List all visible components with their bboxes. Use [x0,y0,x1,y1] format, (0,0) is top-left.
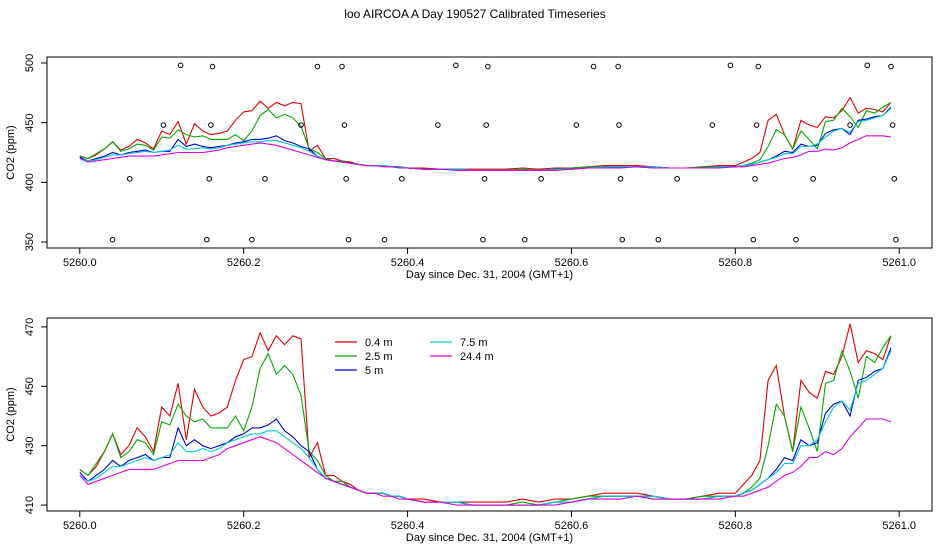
data-layer [79,323,892,506]
scatter-point [481,175,488,182]
y-tick-label: 350 [24,233,36,251]
x-tick-label: 5260.4 [391,257,425,269]
legend-label: 7.5 m [460,337,488,349]
scatter-point [208,122,214,128]
scatter-point [209,63,216,70]
scatter-point [521,236,528,243]
data-layer [79,96,892,171]
y-tick-label: 500 [24,54,36,72]
y-tick-label: 430 [24,436,36,454]
legend-label: 24.4 m [460,351,494,363]
y-tick-label: 450 [24,377,36,395]
x-tick-label: 5260.8 [719,257,753,269]
scatter-point [753,122,760,128]
x-tick-label: 5260.6 [555,257,589,269]
scatter-point [888,63,894,70]
legend-label: 5 m [365,365,383,377]
scatter-point [793,236,799,243]
scatter-point [160,122,167,128]
x-tick-label: 5261.0 [882,257,916,269]
scatter-point [480,236,486,243]
plot-frame [46,56,933,249]
y-tick-label: 450 [24,113,36,131]
scatter-point [893,236,899,243]
y-tick-label: 410 [24,496,36,514]
series-line-5-m [79,347,892,506]
scatter-point [655,236,662,243]
scatter-point [752,175,758,182]
series-line-2-5-m [79,101,892,171]
scatter-point [485,63,491,70]
x-axis-label: Day since Dec. 31, 2004 (GMT+1) [406,269,573,281]
series-line-24-4-m [79,418,892,506]
x-tick-label: 5260.8 [719,520,753,532]
scatter-point [709,122,716,128]
scatter-point [538,175,544,182]
scatter-point [615,63,621,70]
x-tick-label: 5260.0 [63,520,97,532]
scatter-point [298,122,304,128]
scatter-point [343,175,349,182]
scatter-point [262,175,268,182]
scatter-point [891,175,898,182]
scatter-point [203,236,210,243]
panel-1: 5260.0 5260.2 5260.4 5260.6 5260.8 5261.0 350 4… [5,54,933,281]
y-tick-label: 470 [24,318,36,336]
scatter-point [619,236,626,243]
scatter-point [126,175,133,182]
scatter-point [483,122,490,128]
scatter-point [109,236,116,243]
legend: 0.4 m 2.5 m 5 m 7.5 m 24.4 m [335,337,494,377]
x-tick-label: 5260.2 [227,520,261,532]
scatter-point [573,122,580,128]
scatter-point [755,63,762,70]
scatter-point [889,122,896,128]
scatter-point [617,175,624,182]
y-axis-label: CO2 (ppm) [5,125,17,179]
series-line-5-m [79,106,892,171]
legend-label: 0.4 m [365,337,393,349]
scatter-point [314,63,321,70]
legend-label: 2.5 m [365,351,393,363]
scatter-point [341,122,348,128]
x-tick-label: 5260.6 [555,520,589,532]
scatter-point [399,175,405,182]
x-tick-label: 5261.0 [882,520,916,532]
y-axis-label: CO2 (ppm) [5,387,17,441]
series-line-7-5-m [79,107,892,171]
scatter-point [453,62,459,69]
figure-title: loo AIRCOA A Day 190527 Calibrated Times… [344,7,606,21]
panel-2: 5260.0 5260.2 5260.4 5260.6 5260.8 5261.0 410 4… [5,317,933,544]
scatter-point [810,175,816,182]
scatter-point [435,122,441,128]
scatter-point [847,122,853,128]
scatter-point [206,175,213,182]
series-line-24-4-m [79,135,892,171]
scatter-point [616,122,622,128]
scatter-point [381,236,388,243]
scatter-point [177,62,184,69]
series-line-0-4-m [79,96,892,170]
x-tick-label: 5260.4 [391,520,425,532]
scatter-point [864,62,871,69]
y-tick-label: 400 [24,173,36,191]
x-axis-label: Day since Dec. 31, 2004 (GMT+1) [406,532,573,544]
x-tick-label: 5260.0 [63,257,97,269]
series-line-7-5-m [79,350,892,506]
plot-frame [46,317,933,512]
scatter-point [339,63,345,70]
scatter-point [249,236,255,243]
scatter-point [750,236,757,243]
x-tick-label: 5260.2 [227,257,261,269]
scatter-point [674,175,680,182]
scatter-point [590,63,597,70]
scatter-point [345,236,352,243]
scatter-point [727,62,734,69]
